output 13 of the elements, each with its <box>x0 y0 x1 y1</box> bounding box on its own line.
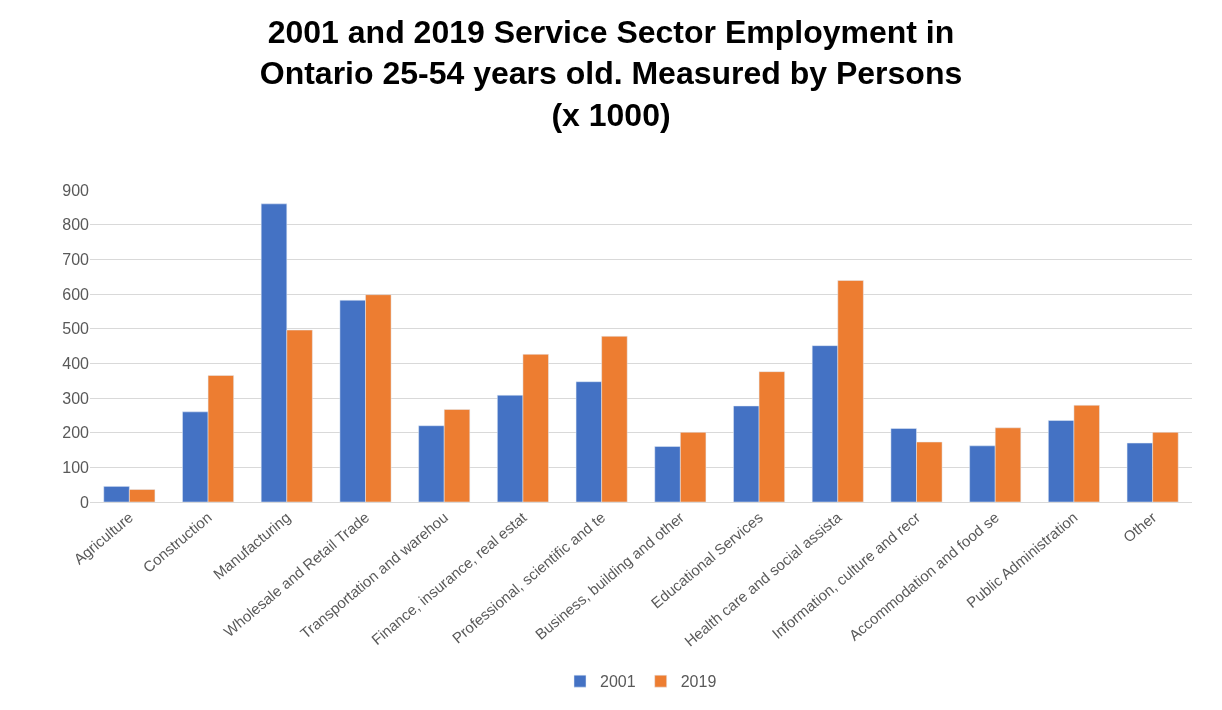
y-tick-label: 500 <box>62 320 90 338</box>
y-tick-label: 800 <box>62 216 90 234</box>
y-tick-label: 200 <box>62 424 90 442</box>
legend-label: 2019 <box>680 673 717 691</box>
y-tick-label: 700 <box>62 250 90 268</box>
y-tick-label: 300 <box>62 389 90 407</box>
y-tick-label: 0 <box>80 493 90 511</box>
y-tick-label: 100 <box>62 458 90 476</box>
y-tick-label: 900 <box>62 181 90 199</box>
y-tick-label: 600 <box>62 285 90 303</box>
legend-label: 2001 <box>600 673 636 691</box>
y-tick-label: 400 <box>62 354 90 372</box>
chart-title: 2001 and 2019 Service Sector Employment in Ontario 25-54 years old. Measured by Persons (x 1000) <box>259 13 963 133</box>
